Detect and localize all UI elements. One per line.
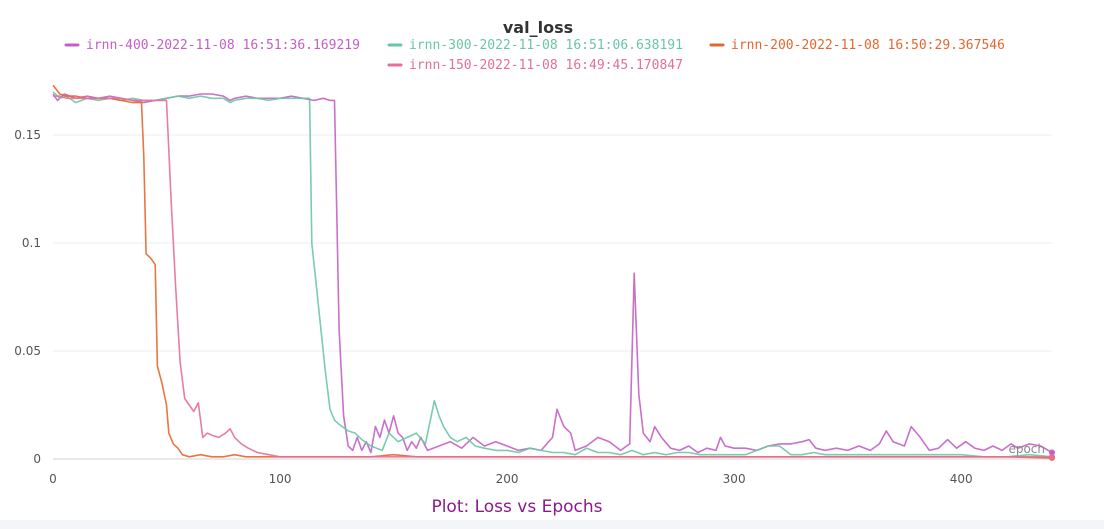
x-tick-label: 100	[269, 472, 292, 486]
x-tick-label: 0	[49, 472, 57, 486]
series-endpoint-1	[1049, 449, 1055, 456]
val-loss-chart: val_loss irnn-400-2022-11-08 16:51:36.16…	[14, 18, 1055, 486]
legend-item-2[interactable]: irnn-300-2022-11-08 16:51:06.638191	[387, 38, 683, 53]
legend-item-1[interactable]: irnn-400-2022-11-08 16:51:36.169219	[64, 38, 360, 53]
legend-label: irnn-200-2022-11-08 16:50:29.367546	[731, 38, 1005, 53]
x-tick-label: 200	[496, 472, 519, 486]
series-endpoint-4	[1049, 453, 1055, 460]
y-tick-label: 0.05	[14, 344, 41, 358]
chart-caption: Plot: Loss vs Epochs	[431, 497, 603, 517]
x-tick-label: 300	[723, 472, 746, 486]
legend-item-3[interactable]: irnn-200-2022-11-08 16:50:29.367546	[709, 38, 1005, 53]
series-layer	[52, 84, 1055, 461]
series-line-4	[53, 95, 1052, 458]
chart-axes: 0 100 200 300 400	[49, 458, 1052, 486]
x-tick-label: 400	[950, 472, 973, 486]
chart-grid: 0 0.05 0.1 0.15	[14, 128, 1052, 466]
legend-label: irnn-300-2022-11-08 16:51:06.638191	[409, 38, 683, 53]
legend-label: irnn-150-2022-11-08 16:49:45.170847	[409, 58, 683, 73]
x-axis-label: epoch	[1008, 442, 1045, 456]
series-line-3	[52, 84, 1053, 459]
y-tick-label: 0.1	[22, 236, 41, 250]
bottom-strip	[0, 520, 1104, 529]
y-tick-label: 0.15	[14, 128, 41, 142]
legend-item-4[interactable]: irnn-150-2022-11-08 16:49:45.170847	[387, 58, 683, 73]
legend-label: irnn-400-2022-11-08 16:51:36.169219	[86, 38, 360, 53]
chart-legend: irnn-400-2022-11-08 16:51:36.169219 irnn-…	[64, 38, 1005, 73]
series-line-2	[52, 91, 1053, 458]
series-line-1	[52, 93, 1053, 454]
y-tick-label: 0	[33, 452, 41, 466]
chart-title: val_loss	[503, 18, 573, 37]
